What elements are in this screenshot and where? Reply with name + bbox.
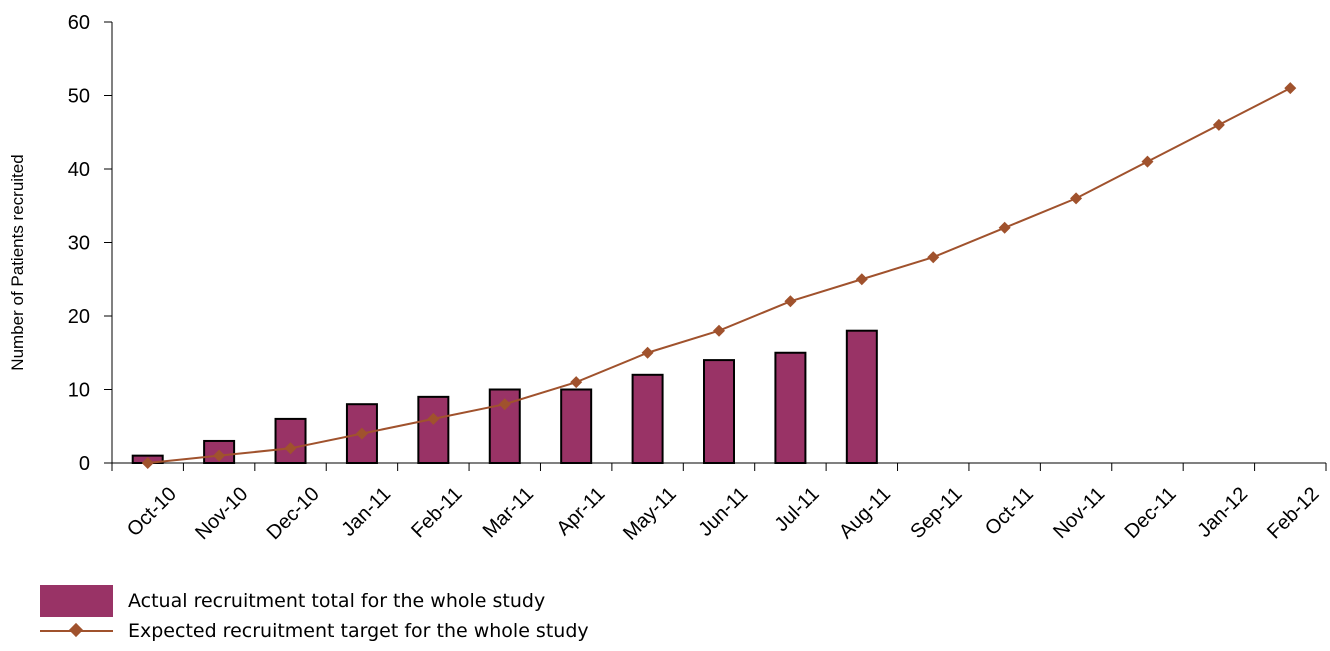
line-point [570,376,583,389]
x-tick-label: Jan-12 [1193,483,1252,542]
line-point [1284,82,1297,95]
y-tick-label: 50 [68,86,90,108]
bar-actual [274,417,307,464]
x-tick-label: Oct-10 [123,483,181,541]
bar-actual [774,351,807,464]
x-tick-label: Jul-11 [771,483,824,536]
y-tick-label: 60 [68,12,90,34]
diamond-marker-icon [68,622,84,638]
actual-recruitment-bars [131,329,878,465]
x-tick-label: Dec-11 [1121,483,1181,543]
x-tick-label: May-11 [619,483,681,545]
line-point [141,457,154,469]
x-tick-label: Feb-11 [407,483,466,542]
x-tick-label: Sep-11 [906,483,966,543]
legend-item-actual: Actual recruitment total for the whole s… [40,585,546,617]
expected-recruitment-line [141,82,1297,469]
x-tick-label: Feb-12 [1263,483,1323,543]
y-tick-label: 10 [68,380,90,402]
line-point [998,221,1011,234]
x-tick-label: Jan-11 [337,483,395,541]
line-point [427,412,440,425]
x-tick-label: Nov-10 [191,483,252,544]
line-point [1070,192,1083,205]
line-point [784,295,797,308]
x-tick-label: Nov-11 [1049,483,1109,543]
x-tick-label: Aug-11 [835,483,895,543]
y-tick-label: 20 [68,306,90,328]
y-tick-label: 40 [68,159,90,181]
bar-actual [703,359,735,465]
bar-actual [631,373,664,464]
bar-actual [417,395,450,465]
y-axis-title: Number of Patients recruited [8,154,27,370]
legend-label-actual: Actual recruitment total for the whole s… [128,590,546,612]
bar-actual [845,329,878,465]
x-tick-label: Mar-11 [479,483,538,542]
x-tick-label: Jun-11 [694,483,752,541]
line-point [213,449,226,462]
line-point [1141,155,1154,168]
line-point [498,398,511,411]
legend-bar-swatch [40,585,113,617]
legend-line-swatch [40,621,113,641]
line-point [284,442,297,455]
y-tick-label: 30 [68,233,90,255]
legend: Actual recruitment total for the whole s… [40,585,840,646]
legend-item-expected: Expected recruitment target for the whol… [40,618,589,644]
y-tick-label: 0 [79,453,90,475]
bar-actual [560,388,593,464]
legend-label-expected: Expected recruitment target for the whol… [128,620,589,642]
x-tick-label: Oct-11 [981,483,1038,540]
line-point [355,427,368,440]
line-point [927,251,940,264]
x-tick-label: Dec-10 [263,483,324,544]
line-point [855,273,868,286]
line-point [713,324,725,337]
x-tick-label: Apr-11 [552,483,609,540]
line-point [641,346,654,359]
line-point [1212,118,1225,131]
